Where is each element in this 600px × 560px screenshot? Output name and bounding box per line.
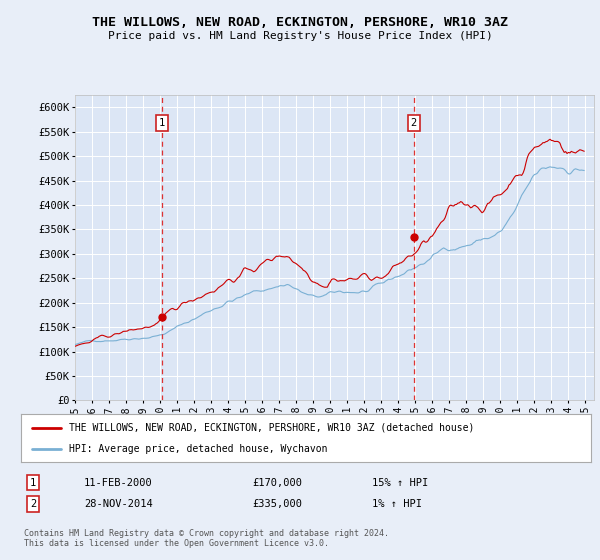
Text: Contains HM Land Registry data © Crown copyright and database right 2024.
This d: Contains HM Land Registry data © Crown c… — [24, 529, 389, 548]
Text: 15% ↑ HPI: 15% ↑ HPI — [372, 478, 428, 488]
Text: 2: 2 — [30, 499, 36, 509]
Text: £335,000: £335,000 — [252, 499, 302, 509]
Text: 11-FEB-2000: 11-FEB-2000 — [84, 478, 153, 488]
Text: 1: 1 — [30, 478, 36, 488]
Text: 1: 1 — [159, 118, 165, 128]
Text: THE WILLOWS, NEW ROAD, ECKINGTON, PERSHORE, WR10 3AZ: THE WILLOWS, NEW ROAD, ECKINGTON, PERSHO… — [92, 16, 508, 29]
Text: THE WILLOWS, NEW ROAD, ECKINGTON, PERSHORE, WR10 3AZ (detached house): THE WILLOWS, NEW ROAD, ECKINGTON, PERSHO… — [70, 423, 475, 433]
Text: 1% ↑ HPI: 1% ↑ HPI — [372, 499, 422, 509]
Text: 2: 2 — [410, 118, 417, 128]
Text: HPI: Average price, detached house, Wychavon: HPI: Average price, detached house, Wych… — [70, 444, 328, 454]
Text: Price paid vs. HM Land Registry's House Price Index (HPI): Price paid vs. HM Land Registry's House … — [107, 31, 493, 41]
Text: 28-NOV-2014: 28-NOV-2014 — [84, 499, 153, 509]
Text: £170,000: £170,000 — [252, 478, 302, 488]
